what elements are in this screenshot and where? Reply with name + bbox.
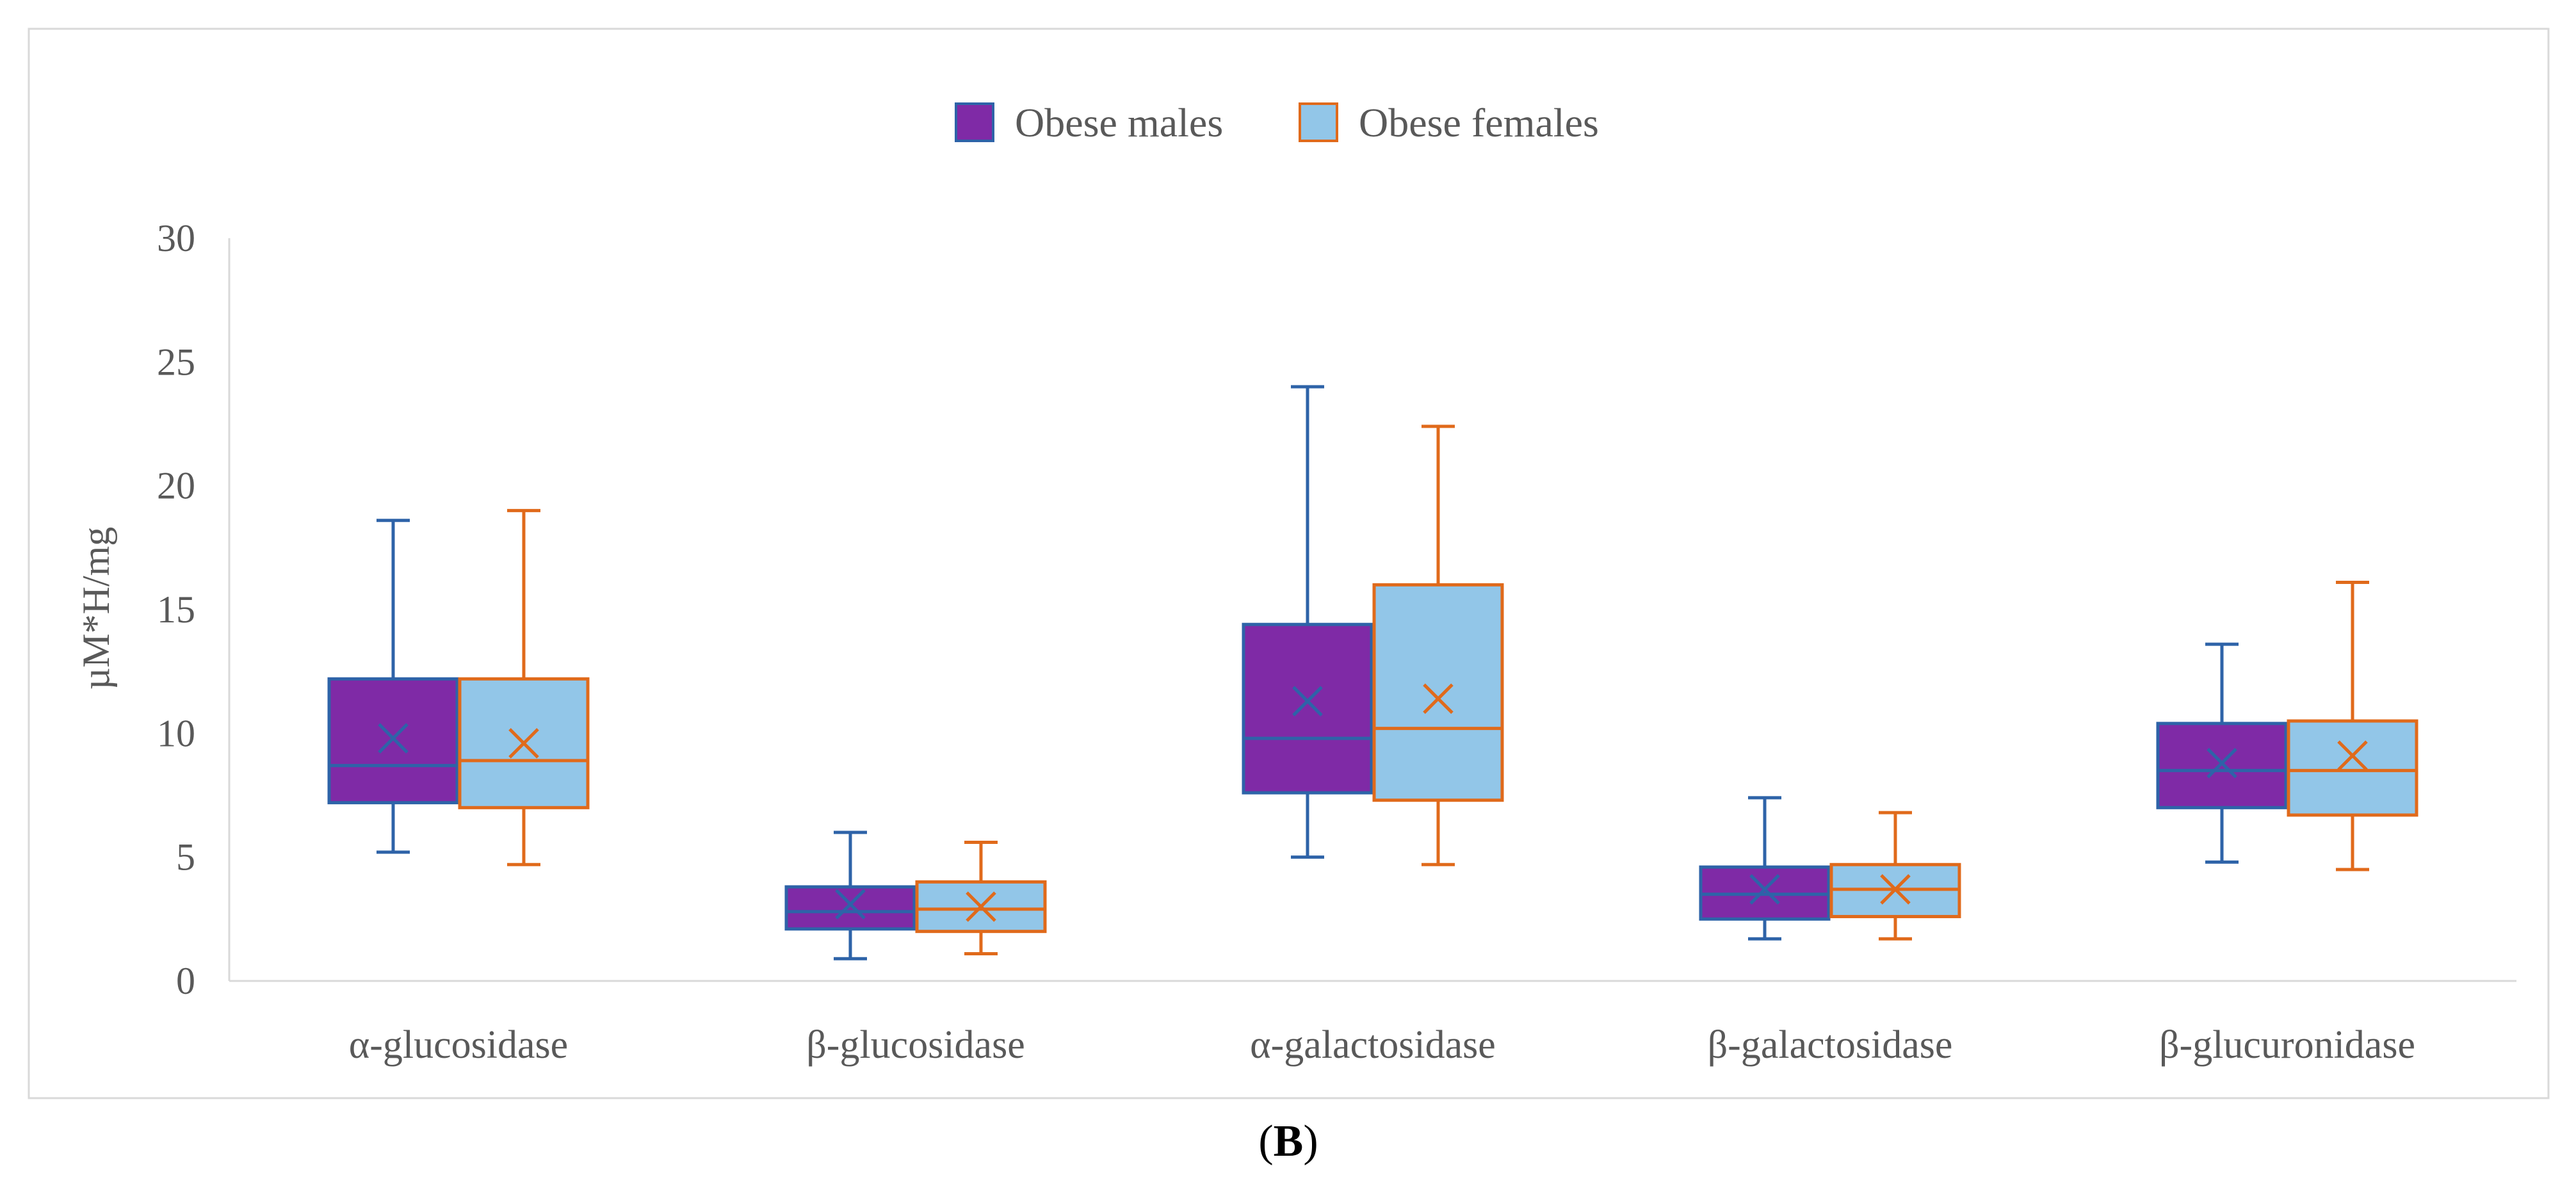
legend-label-obese-males: Obese males xyxy=(1015,100,1223,145)
mean-marker xyxy=(835,889,866,919)
y-tick-label: 10 xyxy=(157,712,195,754)
legend-swatch-obese-males xyxy=(955,102,994,142)
y-tick-label: 5 xyxy=(176,836,195,878)
box-group xyxy=(1829,811,1961,941)
chart-frame xyxy=(28,28,2550,1099)
y-ticks: 0 5 10 15 20 25 30 xyxy=(157,217,195,1002)
box-iqr xyxy=(915,880,1047,934)
mean-marker xyxy=(2337,740,2368,771)
y-tick-label: 20 xyxy=(157,465,195,507)
category-label: β-galactosidase xyxy=(1708,1023,1953,1067)
box-group xyxy=(1699,796,1831,941)
mean-marker xyxy=(1880,874,1911,905)
mean-marker xyxy=(508,728,539,759)
mean-marker xyxy=(1292,686,1323,716)
mean-marker xyxy=(1423,683,1454,714)
y-axis-title: µM*H/mg xyxy=(75,527,117,690)
caption-close-paren: ) xyxy=(1303,1117,1318,1166)
mean-marker xyxy=(966,891,996,922)
figure-caption: (B) xyxy=(1258,1117,1318,1166)
legend-swatch-obese-females xyxy=(1299,102,1338,142)
box-group xyxy=(1242,385,1373,859)
box-group xyxy=(1372,425,1504,866)
mean-marker xyxy=(2207,747,2237,779)
box-iqr xyxy=(2287,719,2418,817)
box-iqr xyxy=(1372,583,1504,802)
box-iqr xyxy=(2156,722,2288,809)
caption-letter: B xyxy=(1274,1117,1304,1166)
category-label: α-glucosidase xyxy=(349,1023,568,1067)
box-group xyxy=(2156,642,2288,864)
boxes xyxy=(327,385,2418,960)
box-group xyxy=(2287,580,2418,871)
box-iqr xyxy=(784,885,916,931)
category-label: β-glucosidase xyxy=(806,1023,1025,1067)
category-label: α-galactosidase xyxy=(1250,1023,1496,1067)
box-group xyxy=(915,840,1047,955)
y-tick-label: 0 xyxy=(176,960,195,1002)
box-group xyxy=(327,519,459,854)
mean-marker xyxy=(1749,874,1780,905)
legend-label-obese-females: Obese females xyxy=(1359,100,1599,145)
caption-open-paren: ( xyxy=(1258,1117,1273,1166)
box-iqr xyxy=(1242,622,1373,795)
category-labels: α-glucosidase β-glucosidase α-galactosidas… xyxy=(349,1023,2415,1067)
box-group xyxy=(784,830,916,960)
y-tick-label: 30 xyxy=(157,217,195,259)
box-iqr xyxy=(327,677,459,805)
y-tick-label: 25 xyxy=(157,341,195,383)
mean-marker xyxy=(378,723,409,754)
y-tick-label: 15 xyxy=(157,588,195,631)
box-group xyxy=(458,508,590,866)
legend: Obese males Obese females xyxy=(955,100,1599,145)
category-label: β-glucuronidase xyxy=(2159,1023,2415,1067)
